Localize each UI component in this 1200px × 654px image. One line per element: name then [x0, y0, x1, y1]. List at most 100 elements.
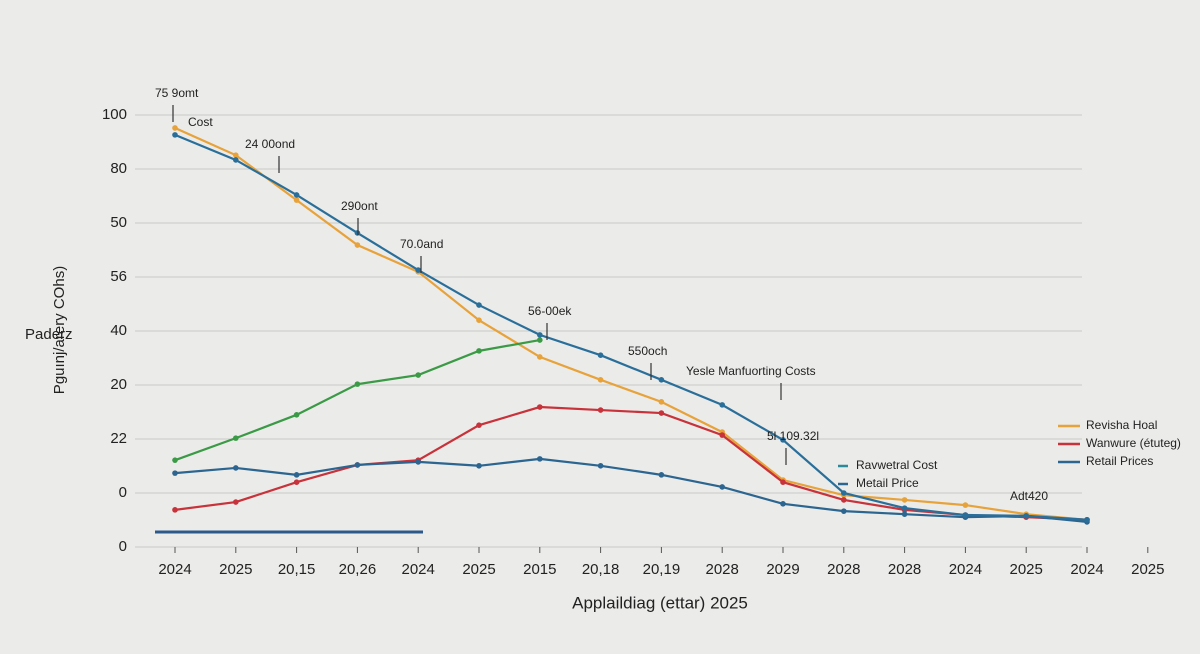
- y-tick-label: 50: [110, 214, 127, 231]
- data-point: [172, 470, 178, 476]
- data-point: [597, 462, 604, 469]
- data-point: [658, 399, 665, 405]
- y-tick-label: 20: [110, 376, 127, 393]
- data-point: [537, 337, 543, 343]
- inner-legend-label: Metail Price: [856, 476, 919, 490]
- inner-legend-label: Ravwetral Cost: [856, 458, 938, 472]
- y-tick-label: 40: [110, 322, 127, 339]
- data-point: [901, 511, 908, 517]
- y-tick-label: 22: [110, 430, 127, 447]
- data-point: [354, 381, 361, 387]
- data-point: [901, 505, 908, 511]
- series-line: [174, 133, 1088, 521]
- x-tick-label: 2025: [1131, 561, 1164, 578]
- annotation: Adt420: [1010, 489, 1048, 503]
- x-tick-label: 20,18: [582, 561, 620, 578]
- x-tick-label: 2029: [766, 561, 799, 578]
- annotation: 75 9omt: [155, 86, 199, 100]
- x-tick-label: 2024: [949, 561, 982, 578]
- data-point: [476, 348, 482, 354]
- data-point: [841, 508, 847, 514]
- y-tick-label: 80: [110, 160, 127, 177]
- data-point: [719, 484, 725, 490]
- data-point: [780, 437, 786, 443]
- data-point: [780, 501, 786, 507]
- data-point: [719, 402, 725, 408]
- data-point: [293, 412, 300, 418]
- annotation: Yesle Manfuorting Costs: [686, 364, 816, 378]
- data-point: [293, 197, 300, 203]
- x-tick-label: 2024: [1070, 561, 1103, 578]
- data-point: [354, 242, 361, 248]
- data-point: [415, 267, 422, 273]
- data-point: [172, 125, 178, 131]
- data-point: [841, 497, 847, 503]
- data-point: [597, 407, 604, 413]
- data-point: [293, 479, 300, 486]
- x-tick-label: 2028: [888, 561, 921, 578]
- data-point: [354, 462, 361, 468]
- data-point: [233, 157, 239, 163]
- legend-label: Retail Prices: [1086, 454, 1153, 468]
- data-point: [172, 457, 178, 463]
- data-point: [415, 459, 422, 465]
- data-point: [962, 512, 969, 518]
- series-line: [174, 126, 1088, 521]
- data-point: [537, 456, 543, 462]
- y-tick-label: 100: [102, 106, 127, 123]
- y-tick-label: 0: [119, 484, 127, 501]
- x-tick-label: 20,19: [643, 561, 681, 578]
- data-point: [537, 404, 543, 410]
- y-axis-title: Pguınj/arery COhs): [51, 266, 68, 394]
- y-axis-title: Paderz: [25, 326, 73, 343]
- data-point: [780, 479, 786, 486]
- data-point: [415, 372, 422, 378]
- data-point: [537, 354, 543, 360]
- data-point: [233, 435, 239, 441]
- x-tick-label: 20,15: [278, 561, 316, 578]
- data-point: [962, 502, 969, 508]
- x-axis-title: Applaildiag (ettar) 2025: [572, 593, 748, 612]
- annotation: 290ont: [341, 199, 378, 213]
- x-tick-label: 2024: [402, 561, 435, 578]
- legend-label: Wanwure (étuteg): [1086, 436, 1181, 450]
- data-point: [172, 507, 178, 513]
- x-tick-label: 2025: [462, 561, 495, 578]
- annotation: Cost: [188, 115, 213, 129]
- y-tick-label: 56: [110, 268, 127, 285]
- data-point: [841, 490, 847, 496]
- data-point: [719, 432, 725, 438]
- data-point: [233, 499, 239, 505]
- data-point: [597, 352, 604, 358]
- x-tick-label: 2025: [1010, 561, 1043, 578]
- annotation: 5l 109.32l: [767, 429, 819, 443]
- data-point: [172, 132, 178, 138]
- data-point: [476, 422, 482, 428]
- data-point: [293, 472, 300, 478]
- data-point: [1023, 513, 1029, 519]
- data-point: [658, 472, 665, 478]
- data-point: [901, 497, 908, 503]
- annotation: 24 00ond: [245, 137, 295, 151]
- annotation: 56-00ek: [528, 304, 572, 318]
- data-point: [537, 332, 543, 338]
- data-point: [476, 462, 482, 469]
- data-point: [293, 192, 300, 198]
- legend-label: Revisha Hoal: [1086, 418, 1157, 432]
- x-tick-label: 2028: [827, 561, 860, 578]
- data-point: [233, 465, 239, 471]
- x-tick-label: 2015: [523, 561, 556, 578]
- x-tick-label: 2025: [219, 561, 252, 578]
- data-point: [658, 410, 665, 416]
- x-tick-label: 20,26: [339, 561, 377, 578]
- x-tick-label: 2028: [706, 561, 739, 578]
- data-point: [476, 317, 482, 324]
- data-point: [597, 377, 604, 383]
- data-point: [1084, 516, 1090, 523]
- x-tick-label: 2024: [158, 561, 191, 578]
- data-point: [233, 152, 239, 158]
- annotation: 70.0and: [400, 237, 443, 251]
